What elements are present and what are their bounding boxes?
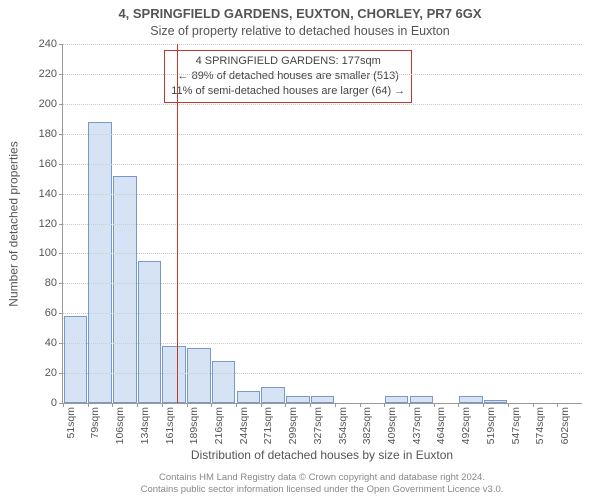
y-gridline [63, 104, 582, 105]
x-tick-mark [162, 403, 163, 407]
y-tick-label: 120 [39, 218, 63, 230]
x-tick-label: 244sqm [238, 407, 250, 444]
x-tick-label: 299sqm [287, 407, 299, 444]
x-tick-label: 492sqm [460, 407, 472, 444]
x-tick-label: 574sqm [534, 407, 546, 444]
x-tick-label: 51sqm [65, 407, 77, 439]
x-tick-mark [508, 403, 509, 407]
y-tick-label: 0 [51, 397, 63, 409]
x-tick-mark [335, 403, 336, 407]
histogram-bar [113, 176, 136, 403]
x-tick-label: 547sqm [510, 407, 522, 444]
histogram-bar [212, 361, 235, 403]
y-gridline [63, 343, 582, 344]
x-tick-label: 79sqm [89, 407, 101, 439]
x-tick-label: 161sqm [164, 407, 176, 444]
annotation-box: 4 SPRINGFIELD GARDENS: 177sqm ← 89% of d… [164, 50, 412, 103]
y-gridline [63, 283, 582, 284]
histogram-bar [484, 400, 507, 403]
y-gridline [63, 164, 582, 165]
y-tick-label: 40 [45, 337, 63, 349]
y-gridline [63, 44, 582, 45]
x-tick-mark [310, 403, 311, 407]
histogram-bar [187, 348, 210, 403]
y-tick-label: 180 [39, 128, 63, 140]
reference-line [177, 44, 178, 403]
histogram-bar [138, 261, 161, 403]
x-tick-mark [137, 403, 138, 407]
x-tick-label: 464sqm [435, 407, 447, 444]
y-tick-label: 60 [45, 307, 63, 319]
x-tick-label: 602sqm [559, 407, 571, 444]
y-gridline [63, 134, 582, 135]
y-gridline [63, 224, 582, 225]
histogram-bar [459, 396, 482, 403]
annotation-line2: ← 89% of detached houses are smaller (51… [171, 69, 405, 84]
x-tick-label: 134sqm [139, 407, 151, 444]
y-tick-label: 220 [39, 68, 63, 80]
annotation-line1: 4 SPRINGFIELD GARDENS: 177sqm [171, 54, 405, 69]
histogram-bar [64, 316, 87, 403]
histogram-bar [237, 391, 260, 403]
x-tick-label: 327sqm [312, 407, 324, 444]
y-gridline [63, 194, 582, 195]
y-tick-label: 200 [39, 98, 63, 110]
x-tick-label: 189sqm [188, 407, 200, 444]
chart-title-main: 4, SPRINGFIELD GARDENS, EUXTON, CHORLEY,… [0, 6, 600, 21]
x-tick-mark [236, 403, 237, 407]
x-tick-label: 216sqm [213, 407, 225, 444]
histogram-bar [162, 346, 185, 403]
x-tick-label: 519sqm [485, 407, 497, 444]
histogram-bar [385, 396, 408, 403]
histogram-bar [311, 396, 334, 403]
x-tick-label: 437sqm [411, 407, 423, 444]
y-tick-label: 100 [39, 247, 63, 259]
x-tick-label: 106sqm [114, 407, 126, 444]
y-gridline [63, 313, 582, 314]
footer-line1: Contains HM Land Registry data © Crown c… [62, 472, 582, 484]
x-tick-label: 409sqm [386, 407, 398, 444]
histogram-bar [261, 387, 284, 403]
chart-plot-area: 4 SPRINGFIELD GARDENS: 177sqm ← 89% of d… [62, 44, 582, 404]
y-gridline [63, 74, 582, 75]
x-tick-mark [409, 403, 410, 407]
y-tick-label: 240 [39, 38, 63, 50]
y-gridline [63, 253, 582, 254]
y-tick-label: 140 [39, 188, 63, 200]
y-gridline [63, 373, 582, 374]
y-tick-label: 20 [45, 367, 63, 379]
y-tick-label: 80 [45, 277, 63, 289]
x-tick-label: 382sqm [361, 407, 373, 444]
x-tick-mark [483, 403, 484, 407]
histogram-bar [410, 396, 433, 403]
footer-attribution: Contains HM Land Registry data © Crown c… [62, 472, 582, 496]
histogram-bar [286, 396, 309, 403]
x-tick-label: 354sqm [337, 407, 349, 444]
x-axis-label: Distribution of detached houses by size … [62, 448, 582, 462]
footer-line2: Contains public sector information licen… [62, 484, 582, 496]
chart-title-sub: Size of property relative to detached ho… [0, 24, 600, 38]
x-tick-mark [63, 403, 64, 407]
y-axis-label: Number of detached properties [6, 44, 22, 404]
annotation-line3: 11% of semi-detached houses are larger (… [171, 84, 405, 99]
y-tick-label: 160 [39, 158, 63, 170]
x-tick-label: 271sqm [262, 407, 274, 444]
